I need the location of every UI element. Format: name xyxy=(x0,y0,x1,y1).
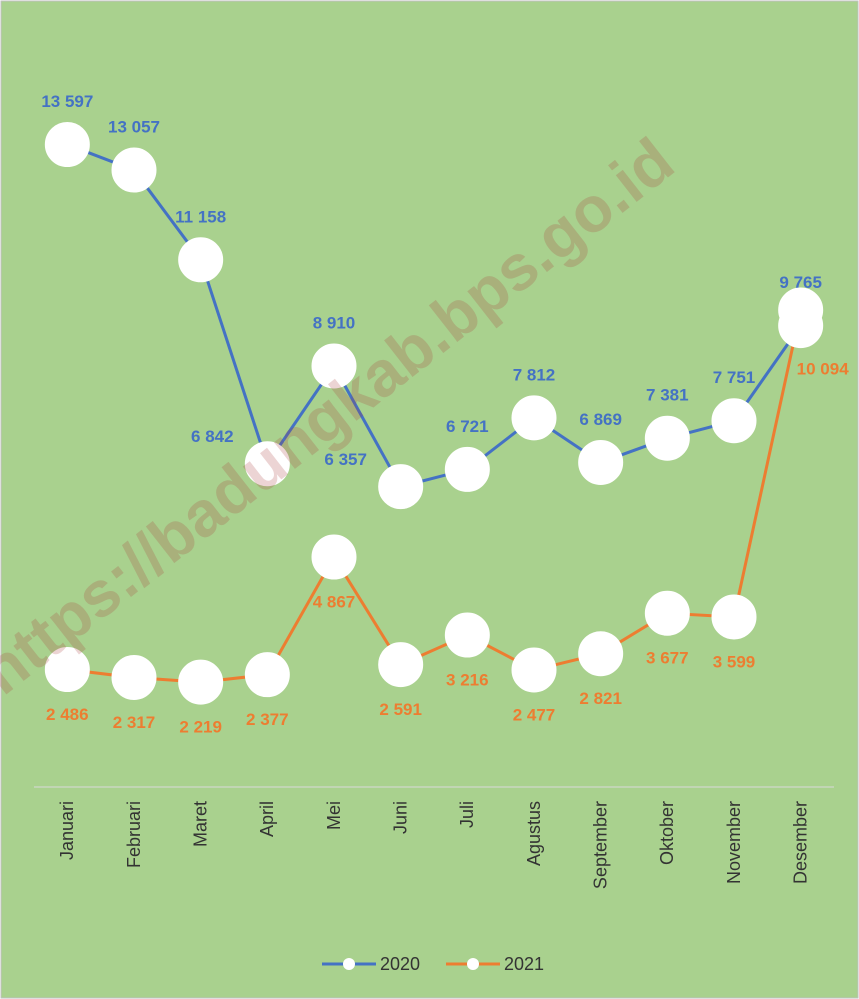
marker xyxy=(578,631,624,677)
data-label: 2 486 xyxy=(46,705,89,724)
legend-marker xyxy=(343,958,355,970)
marker xyxy=(311,534,357,580)
x-tick-label: Desember xyxy=(790,801,810,884)
x-tick-label: Januari xyxy=(57,801,77,860)
data-label: 2 317 xyxy=(113,713,156,732)
marker xyxy=(111,147,157,193)
data-label: 7 812 xyxy=(513,365,556,384)
data-label: 2 477 xyxy=(513,705,556,724)
marker xyxy=(111,655,157,701)
data-label: 11 158 xyxy=(175,207,226,226)
data-label: 7 381 xyxy=(646,386,689,405)
marker xyxy=(311,343,357,389)
marker xyxy=(378,642,424,688)
marker xyxy=(511,647,557,693)
data-label: 10 094 xyxy=(797,360,850,379)
marker xyxy=(44,122,90,168)
legend-marker xyxy=(467,958,479,970)
x-tick-label: Agustus xyxy=(524,801,544,866)
data-label: 3 677 xyxy=(646,649,689,668)
data-label: 13 057 xyxy=(108,118,160,137)
x-tick-label: Mei xyxy=(324,801,344,830)
data-label: 9 765 xyxy=(779,273,822,292)
marker xyxy=(644,590,690,636)
data-label: 7 751 xyxy=(713,368,756,387)
marker xyxy=(178,659,224,705)
x-tick-label: April xyxy=(257,801,277,837)
marker xyxy=(444,446,490,492)
data-label: 13 597 xyxy=(41,92,93,111)
marker xyxy=(378,464,424,510)
data-label: 2 821 xyxy=(579,689,622,708)
marker xyxy=(711,594,757,640)
marker xyxy=(244,441,290,487)
data-label: 6 869 xyxy=(579,410,622,429)
marker xyxy=(511,395,557,441)
data-label: 2 377 xyxy=(246,710,289,729)
data-label: 3 599 xyxy=(713,652,756,671)
x-tick-label: Juli xyxy=(457,801,477,828)
x-tick-label: November xyxy=(724,801,744,884)
x-tick-label: September xyxy=(590,801,610,889)
marker xyxy=(44,647,90,693)
legend-label: 2021 xyxy=(504,954,544,974)
data-label: 8 910 xyxy=(313,313,356,332)
marker xyxy=(578,439,624,485)
x-tick-label: Juni xyxy=(390,801,410,834)
data-label: 6 721 xyxy=(446,417,489,436)
x-tick-label: Oktober xyxy=(657,801,677,865)
data-label: 6 842 xyxy=(191,427,234,446)
data-label: 3 216 xyxy=(446,671,489,690)
x-tick-label: Maret xyxy=(190,801,210,847)
data-label: 2 591 xyxy=(379,700,422,719)
marker xyxy=(244,652,290,698)
data-label: 2 219 xyxy=(179,718,222,737)
data-label: 4 867 xyxy=(313,593,356,612)
data-label: 6 357 xyxy=(324,450,367,469)
marker xyxy=(444,612,490,658)
marker xyxy=(644,415,690,461)
legend-label: 2020 xyxy=(380,954,420,974)
marker xyxy=(711,398,757,444)
x-tick-label: Februari xyxy=(124,801,144,868)
marker xyxy=(778,287,824,333)
marker xyxy=(178,237,224,283)
